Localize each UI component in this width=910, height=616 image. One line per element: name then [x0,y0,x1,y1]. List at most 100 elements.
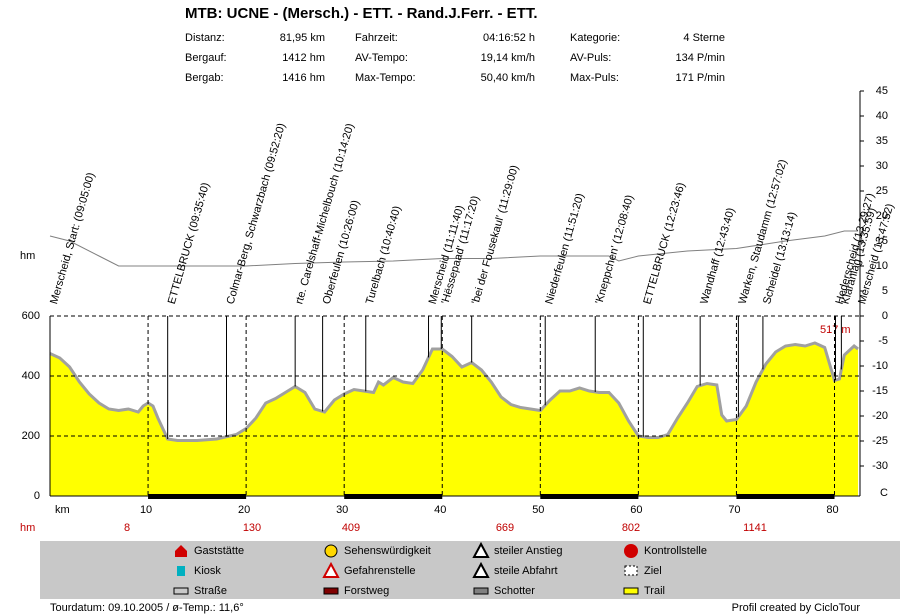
climb-value: 8 [124,522,130,534]
y2-tick-label: -25 [872,435,888,447]
legend-icon [324,544,338,558]
waypoint-label: Niederfeulen (11:51:20) [543,192,586,306]
y2-tick-label: 35 [876,135,888,147]
y2-tick-label: -30 [872,460,888,472]
waypoint-label: Merscheid, Start: (09:05:00) [48,171,97,305]
legend-label: Kiosk [194,565,221,577]
legend-icon [173,587,189,595]
stat-value: 134 P/min [675,52,725,64]
x-tick-label: 30 [336,504,348,516]
y-tick-label: 200 [22,430,40,442]
climb-value: 669 [496,522,514,534]
stat-value: 171 P/min [675,72,725,84]
y2-tick-label: 25 [876,185,888,197]
stat-label: Max-Tempo: [355,72,416,84]
x-tick-label: km [55,504,70,516]
waypoint-label: ETTELBRUCK (12:23:46) [641,181,687,305]
legend-icon [177,566,185,576]
y2-tick-label: -20 [872,410,888,422]
legend-icon [472,541,490,558]
waypoint-label: Colmar-Berg, Schwarzbach (09:52:20) [225,122,288,306]
legend-label: Trail [644,585,665,597]
x-tick-label: 10 [140,504,152,516]
legend-icon [472,561,490,578]
legend-label: Sehenswürdigkeit [344,545,431,557]
stat-value: 4 Sterne [683,32,725,44]
climb-value: 130 [243,522,261,534]
legend-label: Forstweg [344,585,389,597]
stat-value: 19,14 km/h [481,52,535,64]
stat-label: Kategorie: [570,32,620,44]
temperature-line [49,230,859,267]
y2-tick-label: -10 [872,360,888,372]
y2-tick-label: 0 [882,310,888,322]
x-tick-label: 60 [630,504,642,516]
legend-label: Ziel [644,565,662,577]
waypoint-label: Turelbach (10:40:40) [364,205,404,306]
legend-box [40,541,900,599]
footer-left: Tourdatum: 09.10.2005 / ø-Temp.: 11,6° [50,602,244,614]
chart-title: MTB: UCNE - (Mersch.) - ETT. - Rand.J.Fe… [185,5,538,22]
legend-label: steiler Anstieg [494,545,562,557]
y2-tick-label: -15 [872,385,888,397]
legend-icon [623,587,639,595]
legend-label: Kontrollstelle [644,545,707,557]
y2-tick-label: 40 [876,110,888,122]
track-strip [736,494,835,499]
y2-tick-label: 10 [876,260,888,272]
legend-icon [624,565,638,576]
track-strip [344,494,443,499]
y2-tick-label: 30 [876,160,888,172]
y2-tick-label: 5 [882,285,888,297]
stat-value: 81,95 km [280,32,325,44]
stat-value: 1412 hm [282,52,325,64]
track-strip [148,494,247,499]
footer-right: Profil created by CicloTour [732,602,861,614]
climb-value: 802 [622,522,640,534]
stat-label: Fahrzeit: [355,32,398,44]
stat-label: Distanz: [185,32,225,44]
waypoint-label: 'Kneppchen' (12:08:40) [593,194,636,306]
legend-label: Straße [194,585,227,597]
y-tick-label: 600 [22,310,40,322]
y2-tick-label: 20 [876,210,888,222]
legend-icon [323,587,339,595]
y-tick-label: 0 [34,490,40,502]
x-tick-label: 70 [728,504,740,516]
stat-label: Max-Puls: [570,72,619,84]
legend-icon [624,544,638,558]
x-tick-label: 20 [238,504,250,516]
stat-label: Bergauf: [185,52,227,64]
climb-value: 1141 [743,522,767,534]
stat-value: 04:16:52 h [483,32,535,44]
y-axis-label: hm [20,250,35,262]
y2-tick-label: 15 [876,235,888,247]
y2-tick-label: -5 [878,335,888,347]
legend-label: steile Abfahrt [494,565,558,577]
stat-label: AV-Puls: [570,52,611,64]
legend-icon [322,561,340,578]
legend-icon [175,545,187,557]
x-tick-label: 40 [434,504,446,516]
x-tick-label: 80 [826,504,838,516]
legend-icon [473,587,489,595]
y-tick-label: 400 [22,370,40,382]
legend-label: Schotter [494,585,535,597]
stat-label: AV-Tempo: [355,52,408,64]
waypoint-label: Wandhaff (12:43:40) [698,206,737,305]
climb-value: 409 [342,522,360,534]
stat-value: 1416 hm [282,72,325,84]
track-strip [540,494,639,499]
x-tick-label: 50 [532,504,544,516]
y2-tick-label: 45 [876,85,888,97]
waypoint-label: 'bei der Fousekaul' (11:29:00) [470,164,521,306]
waypoint-label: ETTELBRUCK (09:35:40) [166,181,212,305]
stat-value: 50,40 km/h [481,72,535,84]
legend-label: Gaststätte [194,545,244,557]
y2-axis-label: C [880,487,888,499]
stat-label: Bergab: [185,72,224,84]
climb-label: hm [20,522,35,534]
legend-label: Gefahrenstelle [344,565,416,577]
